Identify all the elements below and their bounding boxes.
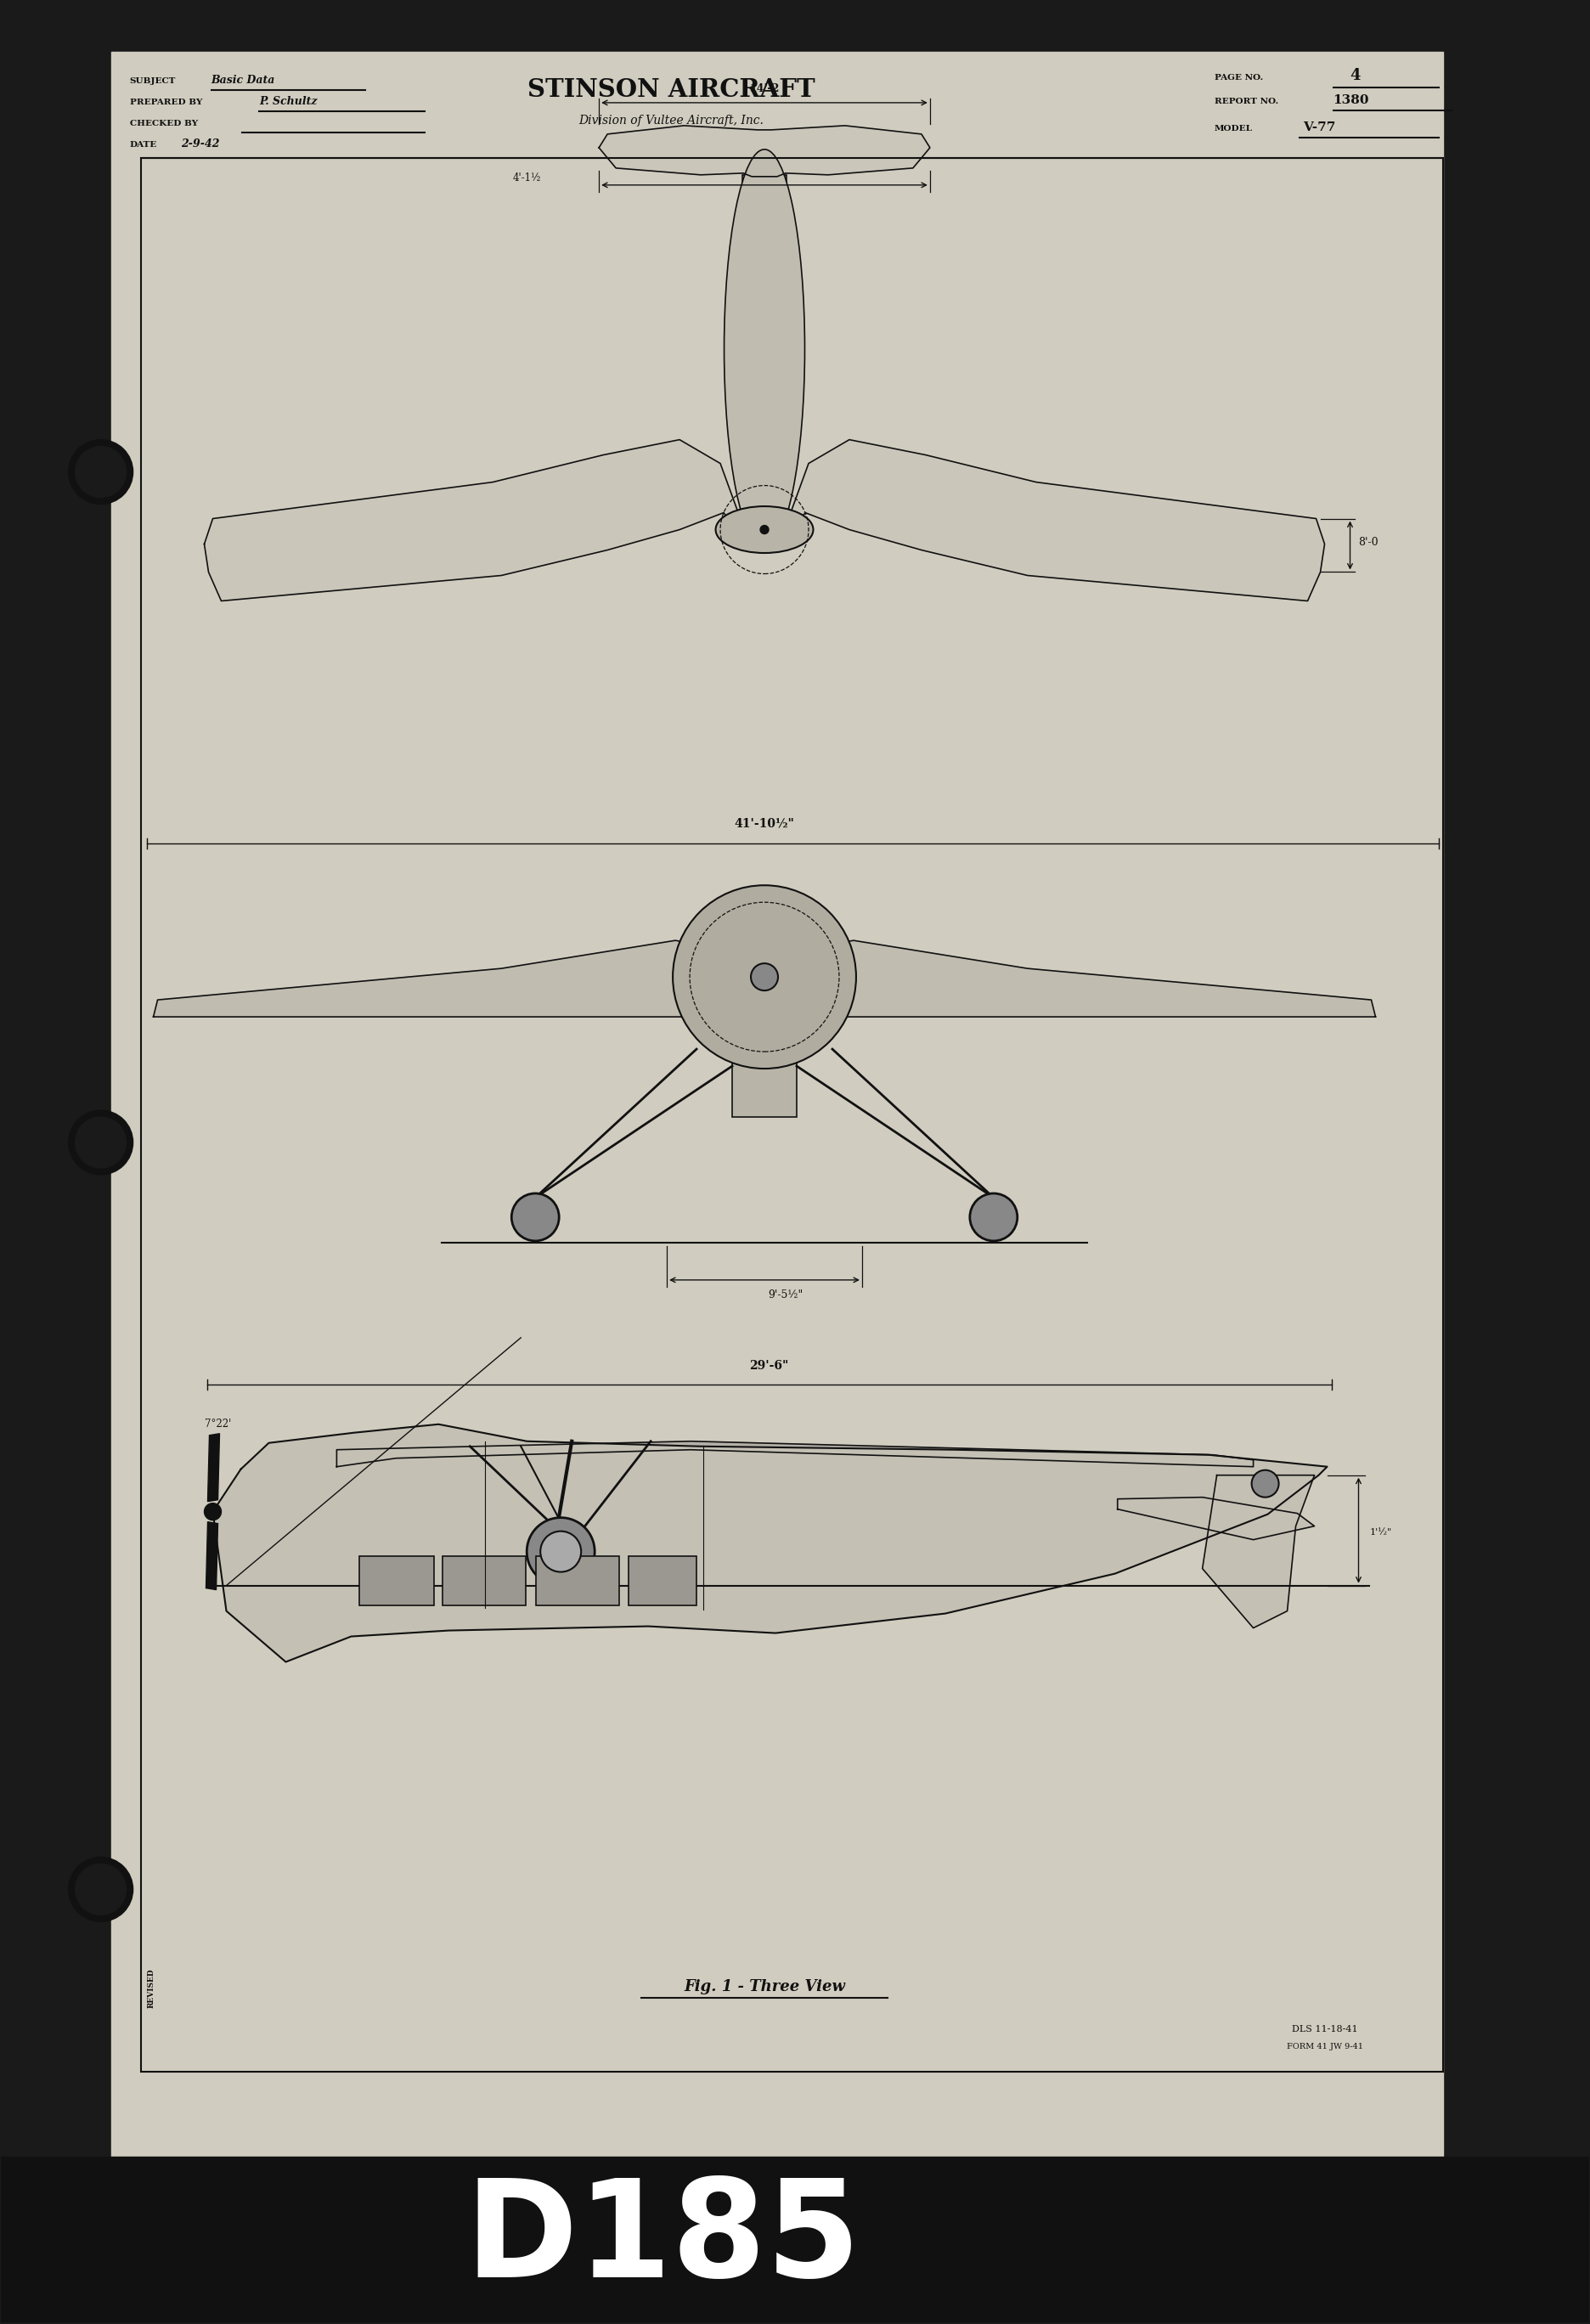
Polygon shape xyxy=(337,1441,1253,1466)
Polygon shape xyxy=(207,1522,218,1590)
Circle shape xyxy=(750,964,778,990)
Text: Basic Data: Basic Data xyxy=(211,74,275,86)
Polygon shape xyxy=(153,941,722,1018)
Circle shape xyxy=(760,525,768,535)
Circle shape xyxy=(526,1518,595,1585)
Circle shape xyxy=(68,1857,134,1922)
Polygon shape xyxy=(208,1434,219,1501)
Circle shape xyxy=(75,446,126,497)
Circle shape xyxy=(75,1864,126,1915)
Text: CHECKED BY: CHECKED BY xyxy=(130,119,197,128)
Text: SUBJECT: SUBJECT xyxy=(130,77,176,86)
Polygon shape xyxy=(599,125,930,177)
Text: 4: 4 xyxy=(1350,67,1361,84)
Text: 8'-0: 8'-0 xyxy=(1358,537,1379,548)
Text: REVISED: REVISED xyxy=(148,1968,156,2008)
Circle shape xyxy=(512,1195,560,1241)
Circle shape xyxy=(68,1111,134,1174)
Bar xyxy=(536,1555,620,1606)
Text: 14'-2: 14'-2 xyxy=(749,84,779,95)
Bar xyxy=(731,964,797,1118)
Circle shape xyxy=(204,1504,221,1520)
Text: V-77: V-77 xyxy=(1304,121,1336,132)
Text: FORM 41 JW 9-41: FORM 41 JW 9-41 xyxy=(1286,2043,1363,2050)
Ellipse shape xyxy=(723,149,805,548)
Bar xyxy=(359,1555,434,1606)
Circle shape xyxy=(673,885,855,1069)
Text: 4'-1½: 4'-1½ xyxy=(512,172,541,184)
Circle shape xyxy=(1251,1471,1278,1497)
Polygon shape xyxy=(213,1425,1328,1662)
Circle shape xyxy=(68,439,134,504)
Ellipse shape xyxy=(716,507,812,553)
Text: 2-9-42: 2-9-42 xyxy=(181,139,219,149)
Text: DLS 11-18-41: DLS 11-18-41 xyxy=(1291,2024,1358,2034)
Text: 1380: 1380 xyxy=(1332,95,1369,107)
Bar xyxy=(743,174,787,272)
Bar xyxy=(628,1555,696,1606)
Bar xyxy=(442,1555,526,1606)
Text: DATE: DATE xyxy=(130,142,157,149)
Text: Fig. 1 - Three View: Fig. 1 - Three View xyxy=(684,1980,846,1994)
Polygon shape xyxy=(806,941,1375,1018)
Text: 41'-10½": 41'-10½" xyxy=(735,818,795,830)
Polygon shape xyxy=(204,439,1324,602)
Text: Division of Vultee Aircraft, Inc.: Division of Vultee Aircraft, Inc. xyxy=(579,114,763,125)
Polygon shape xyxy=(1202,1476,1315,1629)
Bar xyxy=(140,158,1444,2073)
Text: PAGE NO.: PAGE NO. xyxy=(1215,74,1262,81)
Circle shape xyxy=(75,1118,126,1169)
Text: 7°22': 7°22' xyxy=(204,1418,231,1429)
Bar xyxy=(0,2157,1590,2322)
Circle shape xyxy=(541,1532,580,1571)
Bar xyxy=(111,51,1444,2166)
Circle shape xyxy=(970,1195,1018,1241)
Polygon shape xyxy=(1118,1497,1315,1541)
Text: STINSON AIRCRAFT: STINSON AIRCRAFT xyxy=(528,77,816,102)
Text: MODEL: MODEL xyxy=(1215,125,1253,132)
Text: P. Schultz: P. Schultz xyxy=(259,95,318,107)
Text: 29'-6": 29'-6" xyxy=(749,1360,789,1371)
Text: REPORT NO.: REPORT NO. xyxy=(1215,98,1278,105)
Text: 9'-5½": 9'-5½" xyxy=(768,1290,803,1301)
Text: D185: D185 xyxy=(464,2173,860,2305)
Text: 1'½": 1'½" xyxy=(1369,1527,1391,1536)
Text: PREPARED BY: PREPARED BY xyxy=(130,98,202,107)
